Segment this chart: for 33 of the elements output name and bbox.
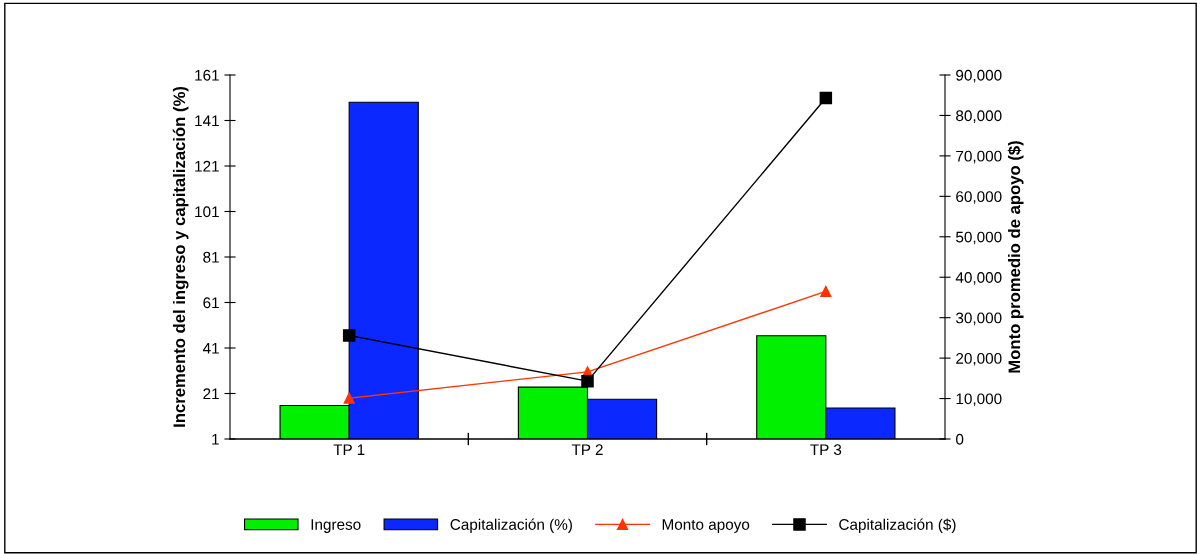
y2-tick-label: 40,000 bbox=[955, 272, 1002, 285]
x-tick-label: TP 2 bbox=[571, 444, 603, 455]
y2-axis-title: Monto promedio de apoyo ($) bbox=[1007, 141, 1024, 373]
point bbox=[820, 285, 832, 297]
y2-tick-label: 10,000 bbox=[956, 393, 1002, 407]
y-tick-label: 121 bbox=[195, 160, 219, 172]
y-tick-label: 1 bbox=[212, 434, 219, 445]
y2-tick-label: 30,000 bbox=[956, 312, 1002, 326]
x-tick-label: TP 3 bbox=[810, 444, 842, 456]
x-tick-label: TP 1 bbox=[333, 444, 365, 455]
point bbox=[581, 374, 594, 388]
legend-label: Capitalización ($) bbox=[839, 518, 956, 533]
legend-label: Capitalización (%) bbox=[450, 518, 572, 533]
point bbox=[343, 392, 355, 404]
y2-tick-label: 90,000 bbox=[956, 69, 1002, 83]
point bbox=[819, 91, 833, 105]
y-tick-label: 41 bbox=[202, 343, 219, 354]
y2-tick-label: 50,000 bbox=[956, 231, 1002, 245]
y-tick-label: 141 bbox=[195, 115, 219, 127]
legend-label: Monto apoyo bbox=[662, 519, 750, 533]
y-tick-label: 161 bbox=[195, 69, 219, 81]
y-axis-title: Incremento del ingreso y capitalización (%) bbox=[172, 86, 189, 427]
y2-tick-label: 80,000 bbox=[956, 110, 1002, 123]
y2-tick-label: 70,000 bbox=[956, 150, 1002, 164]
y-tick-label: 81 bbox=[203, 251, 219, 263]
y-tick-label: 21 bbox=[203, 388, 219, 400]
y2-tick-label: 60,000 bbox=[956, 191, 1002, 204]
y-tick-label: 61 bbox=[203, 297, 219, 309]
point bbox=[342, 329, 356, 342]
y-tick-label: 101 bbox=[195, 206, 219, 218]
legend-label: Ingreso bbox=[311, 519, 361, 533]
y2-tick-label: 0 bbox=[956, 433, 964, 445]
y2-tick-label: 20,000 bbox=[956, 352, 1002, 366]
